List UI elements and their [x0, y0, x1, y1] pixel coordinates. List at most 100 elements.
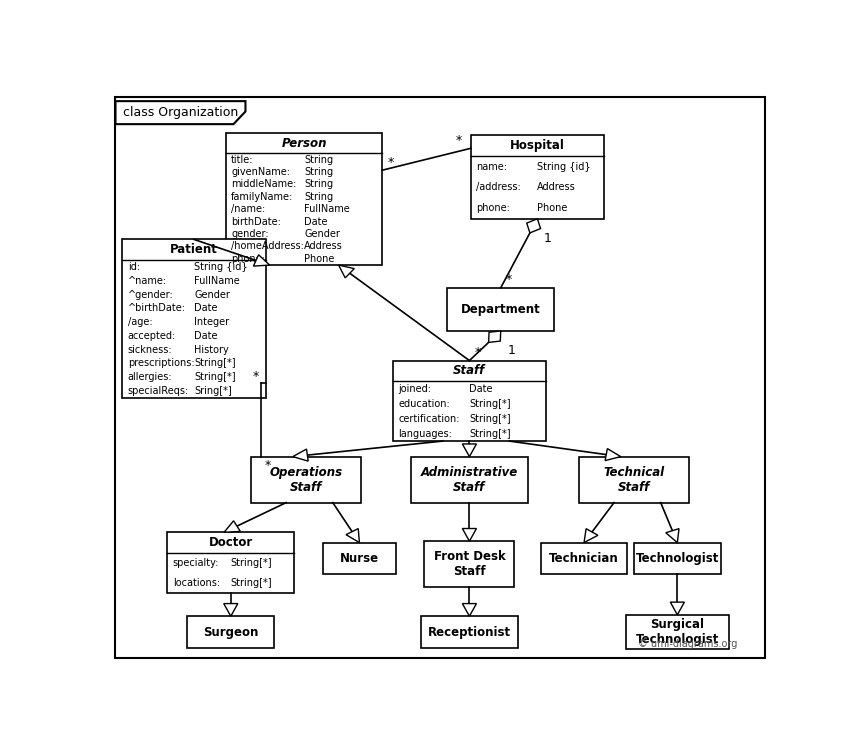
Text: 1: 1: [544, 232, 552, 245]
Text: /address:: /address:: [476, 182, 521, 193]
Text: *: *: [253, 370, 259, 382]
Bar: [122, 240, 266, 397]
Text: *: *: [506, 273, 513, 286]
Text: Phone: Phone: [538, 203, 568, 214]
Text: String: String: [304, 155, 333, 164]
Text: Gender: Gender: [194, 290, 230, 300]
Text: FullName: FullName: [304, 204, 350, 214]
Bar: [470, 135, 604, 219]
Text: Department: Department: [461, 303, 541, 316]
Text: Staff: Staff: [453, 365, 486, 377]
Bar: [226, 133, 383, 265]
Polygon shape: [346, 529, 359, 542]
Polygon shape: [666, 529, 679, 542]
Text: Integer: Integer: [194, 317, 230, 327]
Text: String[*]: String[*]: [194, 372, 236, 382]
Text: name:: name:: [476, 161, 507, 172]
Text: String[*]: String[*]: [470, 399, 511, 409]
Text: /homeAddress:: /homeAddress:: [231, 241, 304, 252]
Bar: [541, 542, 627, 574]
Text: Doctor: Doctor: [209, 536, 253, 549]
Text: id:: id:: [128, 262, 140, 272]
Text: Surgeon: Surgeon: [203, 625, 259, 639]
Text: Surgical
Technologist: Surgical Technologist: [636, 618, 719, 646]
Polygon shape: [254, 255, 270, 266]
Polygon shape: [292, 449, 308, 461]
Bar: [322, 542, 396, 574]
Bar: [168, 533, 294, 592]
Text: familyName:: familyName:: [231, 192, 293, 202]
Text: Date: Date: [194, 331, 218, 341]
Polygon shape: [463, 529, 476, 541]
Text: String: String: [304, 179, 333, 190]
Text: specialty:: specialty:: [173, 558, 219, 568]
Text: String[*]: String[*]: [470, 414, 511, 424]
Text: Sring[*]: Sring[*]: [194, 385, 232, 396]
Bar: [411, 456, 528, 503]
Polygon shape: [115, 101, 245, 124]
Polygon shape: [670, 602, 685, 615]
Text: /age:: /age:: [128, 317, 152, 327]
Text: *: *: [456, 134, 463, 146]
Text: Date: Date: [304, 217, 328, 226]
Text: FullName: FullName: [194, 276, 240, 286]
Text: Front Desk
Staff: Front Desk Staff: [433, 551, 506, 578]
Bar: [447, 288, 554, 331]
Text: ^name:: ^name:: [128, 276, 167, 286]
Text: Patient: Patient: [170, 244, 218, 256]
Text: title:: title:: [231, 155, 254, 164]
Bar: [251, 456, 361, 503]
Text: Technologist: Technologist: [636, 552, 719, 565]
Text: String[*]: String[*]: [230, 558, 273, 568]
Text: Receptionist: Receptionist: [427, 625, 511, 639]
Text: Operations
Staff: Operations Staff: [269, 465, 342, 494]
Text: languages:: languages:: [398, 429, 452, 438]
Text: Address: Address: [304, 241, 343, 252]
Text: sickness:: sickness:: [128, 344, 173, 355]
Text: middleName:: middleName:: [231, 179, 297, 190]
Text: String[*]: String[*]: [194, 359, 236, 368]
Text: Technician: Technician: [550, 552, 619, 565]
Text: phone:: phone:: [231, 254, 265, 264]
Text: birthDate:: birthDate:: [231, 217, 281, 226]
Polygon shape: [224, 604, 238, 616]
Polygon shape: [584, 529, 598, 542]
Polygon shape: [463, 604, 476, 616]
Text: gender:: gender:: [231, 229, 269, 239]
Text: accepted:: accepted:: [128, 331, 176, 341]
Text: phone:: phone:: [476, 203, 510, 214]
Text: Nurse: Nurse: [340, 552, 379, 565]
Bar: [626, 615, 729, 649]
Text: /name:: /name:: [231, 204, 266, 214]
Text: String {id}: String {id}: [194, 262, 248, 272]
Bar: [579, 456, 689, 503]
Polygon shape: [605, 449, 621, 461]
Polygon shape: [224, 521, 241, 533]
Text: String: String: [304, 167, 333, 177]
Bar: [425, 541, 514, 587]
Text: Date: Date: [194, 303, 218, 313]
Text: prescriptions:: prescriptions:: [128, 359, 194, 368]
Text: *: *: [265, 459, 271, 472]
Text: Date: Date: [470, 384, 493, 394]
Polygon shape: [339, 265, 354, 278]
Text: © uml-diagrams.org: © uml-diagrams.org: [638, 639, 737, 648]
Bar: [421, 616, 518, 648]
Text: Phone: Phone: [304, 254, 335, 264]
Text: *: *: [388, 155, 394, 169]
Text: Address: Address: [538, 182, 576, 193]
Text: Administrative
Staff: Administrative Staff: [421, 465, 518, 494]
Text: String[*]: String[*]: [230, 577, 273, 588]
Text: Person: Person: [281, 137, 327, 149]
Text: Gender: Gender: [304, 229, 340, 239]
Text: String[*]: String[*]: [470, 429, 511, 438]
Text: allergies:: allergies:: [128, 372, 173, 382]
Bar: [393, 361, 546, 441]
Text: String {id}: String {id}: [538, 161, 591, 172]
Text: specialReqs:: specialReqs:: [128, 385, 189, 396]
Text: locations:: locations:: [173, 577, 220, 588]
Polygon shape: [488, 331, 501, 342]
Text: education:: education:: [398, 399, 450, 409]
Text: Technical
Staff: Technical Staff: [604, 465, 665, 494]
Text: 1: 1: [507, 344, 515, 357]
